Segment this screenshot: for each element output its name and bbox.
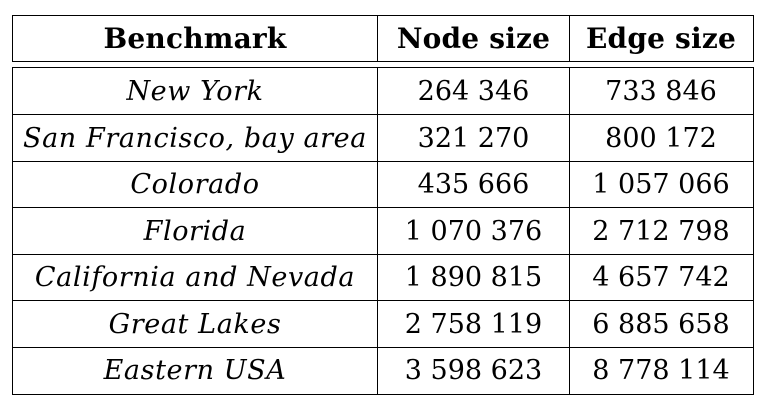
row-divider <box>13 114 753 115</box>
row-divider <box>13 161 753 162</box>
header-edge-size: Edge size <box>586 21 736 55</box>
row-divider <box>13 207 753 208</box>
table-row-benchmark: Great Lakes <box>108 308 282 340</box>
table-row-node-size: 264 346 <box>417 75 530 107</box>
table-body: New York 264 346 733 846 San Francisco, … <box>12 67 754 395</box>
table-row-edge-size: 6 885 658 <box>592 308 730 340</box>
table-row-benchmark: New York <box>126 75 264 107</box>
table-row-edge-size: 1 057 066 <box>592 169 730 200</box>
table-row-edge-size: 2 712 798 <box>592 215 730 247</box>
table-row-benchmark: California and Nevada <box>34 262 356 293</box>
table-row-node-size: 3 598 623 <box>404 355 543 386</box>
table-row-edge-size: 800 172 <box>605 122 717 154</box>
header-benchmark: Benchmark <box>103 21 287 55</box>
table-row-node-size: 2 758 119 <box>404 308 543 340</box>
header-divider <box>569 16 570 61</box>
table-row-edge-size: 733 846 <box>605 75 717 107</box>
table-row-edge-size: 8 778 114 <box>592 355 730 386</box>
table-row-node-size: 435 666 <box>417 169 530 200</box>
table-row-node-size: 1 890 815 <box>404 262 543 293</box>
table-row-benchmark: Florida <box>143 215 247 247</box>
column-divider <box>377 68 378 394</box>
header-node-size: Node size <box>396 21 551 55</box>
row-divider <box>13 347 753 348</box>
row-divider <box>13 300 753 301</box>
table-row-node-size: 321 270 <box>417 122 530 154</box>
header-divider <box>377 16 378 61</box>
table-row-benchmark: Eastern USA <box>103 355 287 386</box>
column-divider <box>569 68 570 394</box>
table-row-edge-size: 4 657 742 <box>592 262 730 293</box>
row-divider <box>13 254 753 255</box>
table-header: Benchmark Node size Edge size <box>12 15 754 62</box>
table-row-benchmark: Colorado <box>130 169 260 200</box>
table-row-benchmark: San Francisco, bay area <box>23 122 367 154</box>
table-row-node-size: 1 070 376 <box>404 215 543 247</box>
